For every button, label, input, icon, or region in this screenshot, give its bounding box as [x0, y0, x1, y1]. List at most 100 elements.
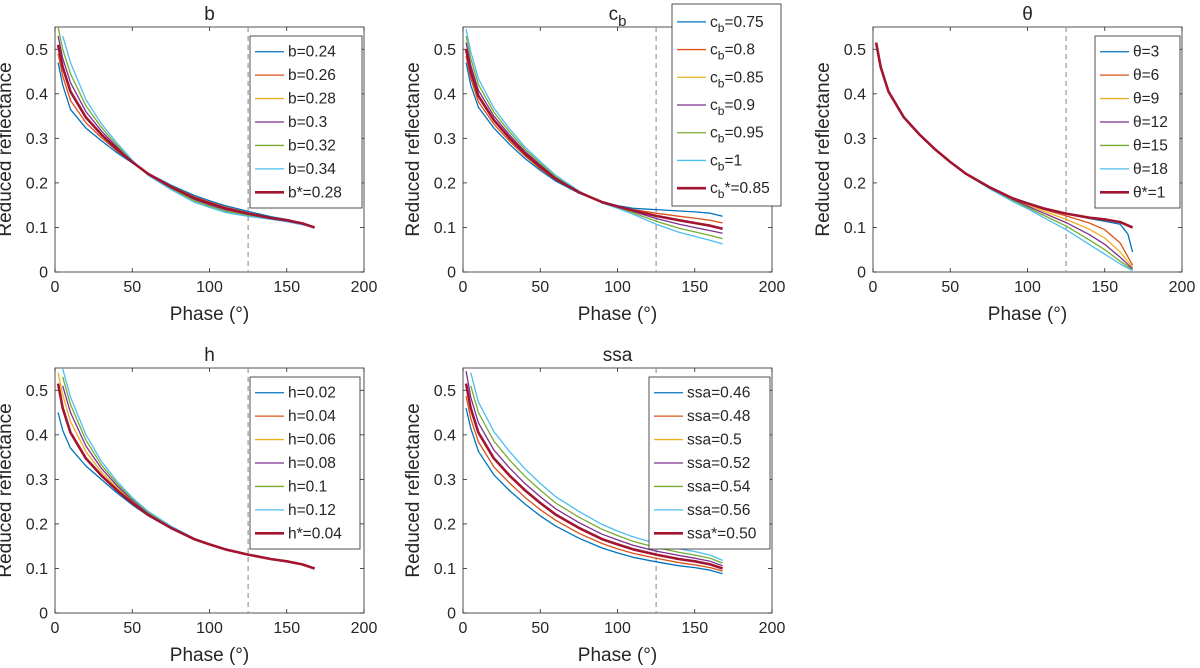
y-axis-label: Reduced reflectance: [403, 62, 424, 236]
y-axis-label: Reduced reflectance: [813, 62, 834, 236]
y-tick-label: 0.3: [434, 131, 456, 148]
legend-label: b=0.26: [288, 67, 336, 84]
x-tick-label: 0: [51, 620, 60, 637]
y-tick-label: 0.2: [26, 175, 48, 192]
x-axis-label: Phase (°): [988, 304, 1067, 325]
chart-title: b: [204, 4, 215, 25]
series-line-θ*=1: [874, 42, 1134, 229]
x-tick-label: 150: [273, 620, 300, 637]
y-tick-label: 0.1: [26, 561, 48, 578]
x-axis-label: Phase (°): [170, 645, 249, 666]
x-tick-label: 0: [869, 279, 878, 296]
legend-label: θ*=1: [1133, 184, 1165, 201]
x-axis-label: Phase (°): [578, 304, 657, 325]
legend-label: ssa=0.46: [687, 385, 750, 402]
y-tick-label: 0.4: [26, 427, 48, 444]
x-tick-label: 50: [531, 279, 549, 296]
x-tick-label: 50: [941, 279, 959, 296]
legend-label: ssa=0.56: [687, 502, 750, 519]
y-tick-label: 0.1: [844, 220, 866, 237]
legend-label: cb=0.8: [710, 42, 755, 63]
y-tick-label: 0.4: [844, 86, 866, 103]
y-axis-label: Reduced reflectance: [403, 403, 424, 577]
y-tick-label: 0.4: [434, 86, 456, 103]
legend-label: b=0.24: [288, 44, 336, 61]
legend-label: ssa=0.54: [687, 478, 751, 495]
legend-label: cb=0.75: [710, 14, 764, 35]
legend-label: ssa=0.5: [687, 432, 742, 449]
legend-label: cb=0.85: [710, 69, 764, 90]
legend: h=0.02 h=0.04 h=0.06 h=0.08 h=0.1 h=0.12 h*=0.…: [249, 376, 361, 550]
y-tick-label: 0.5: [26, 42, 48, 59]
y-tick-label: 0.2: [26, 516, 48, 533]
x-tick-label: 200: [1169, 279, 1196, 296]
legend-label: h=0.02: [288, 385, 336, 402]
x-tick-label: 100: [1014, 279, 1041, 296]
legend-label: b=0.3: [288, 114, 327, 131]
x-tick-label: 200: [759, 279, 786, 296]
series-line-ssa=0.46: [465, 407, 723, 575]
legend: b=0.24 b=0.26 b=0.28 b=0.3 b=0.32 b=0.34 b*=0.…: [249, 35, 363, 209]
legend-label: h=0.04: [288, 408, 336, 425]
y-tick-label: 0.1: [434, 561, 456, 578]
x-tick-label: 0: [51, 279, 60, 296]
x-axis-label: Phase (°): [170, 304, 249, 325]
y-tick-label: 0.1: [26, 220, 48, 237]
x-tick-label: 150: [681, 279, 708, 296]
y-tick-label: 0: [857, 265, 866, 282]
x-tick-label: 150: [1091, 279, 1118, 296]
legend-label: cb=0.9: [710, 97, 755, 118]
x-tick-label: 100: [196, 279, 223, 296]
x-tick-label: 100: [604, 620, 631, 637]
x-tick-label: 50: [531, 620, 549, 637]
legend-label: h=0.1: [288, 478, 327, 495]
series-line-ssa=0.56: [470, 372, 723, 561]
legend-box: [249, 35, 363, 209]
panel-cb: 0 50 100 150 200 0 0.1 0.2 0.3 0.4 0.5 cb Phase (°) R…: [403, 3, 786, 325]
y-tick-label: 0.4: [26, 86, 48, 103]
x-tick-label: 200: [351, 279, 378, 296]
legend-label: cb*=0.85: [710, 180, 770, 201]
series-group: [56, 27, 316, 229]
y-tick-label: 0: [39, 265, 48, 282]
x-tick-label: 200: [759, 620, 786, 637]
legend-label: cb=0.95: [710, 125, 764, 146]
x-tick-label: 150: [681, 620, 708, 637]
y-axis-label: Reduced reflectance: [0, 62, 16, 236]
legend-label: ssa=0.48: [687, 408, 750, 425]
x-tick-label: 50: [123, 279, 141, 296]
y-tick-label: 0: [39, 606, 48, 623]
chart-title: h: [204, 345, 215, 366]
legend: θ=3 θ=6 θ=9 θ=12 θ=15 θ=18 θ*=1: [1094, 35, 1181, 209]
x-tick-label: 150: [273, 279, 300, 296]
legend-label: h=0.08: [288, 455, 336, 472]
series-line-ssa*=0.50: [464, 383, 724, 570]
x-tick-label: 0: [459, 620, 468, 637]
chart-title: cb: [609, 4, 627, 30]
panel-ssa: 0 50 100 150 200 0 0.1 0.2 0.3 0.4 0.5 ssa Phase (°)…: [403, 345, 785, 666]
y-tick-label: 0.4: [434, 427, 456, 444]
x-tick-label: 100: [604, 279, 631, 296]
x-tick-label: 0: [459, 279, 468, 296]
legend-label: ssa*=0.50: [687, 525, 757, 542]
legend-label: h*=0.04: [288, 525, 342, 542]
x-tick-label: 50: [123, 620, 141, 637]
legend-label: h=0.12: [288, 502, 336, 519]
series-group: [464, 370, 724, 575]
series-line-b=0.34: [62, 35, 315, 229]
legend-label: ssa=0.52: [687, 455, 750, 472]
series-line-cb*=0.85: [464, 49, 723, 231]
x-axis-label: Phase (°): [578, 645, 657, 666]
y-tick-label: 0.2: [844, 175, 866, 192]
series-line-ssa=0.48: [465, 395, 723, 572]
x-tick-label: 200: [351, 620, 378, 637]
legend-label: θ=18: [1133, 161, 1168, 178]
panel-h: 0 50 100 150 200 0 0.1 0.2 0.3 0.4 0.5 h Phase (°) Re…: [0, 345, 377, 666]
legend-label: h=0.06: [288, 432, 336, 449]
legend-label: b*=0.28: [288, 184, 342, 201]
panel-theta: 0 50 100 150 200 0 0.1 0.2 0.3 0.4 0.5 θ Phase (°) Re…: [813, 4, 1195, 325]
panel-b: 0 50 100 150 200 0 0.1 0.2 0.3 0.4 0.5 b Phase (°) Re…: [0, 4, 377, 325]
legend-label: b=0.34: [288, 161, 336, 178]
series-group: [56, 368, 316, 570]
